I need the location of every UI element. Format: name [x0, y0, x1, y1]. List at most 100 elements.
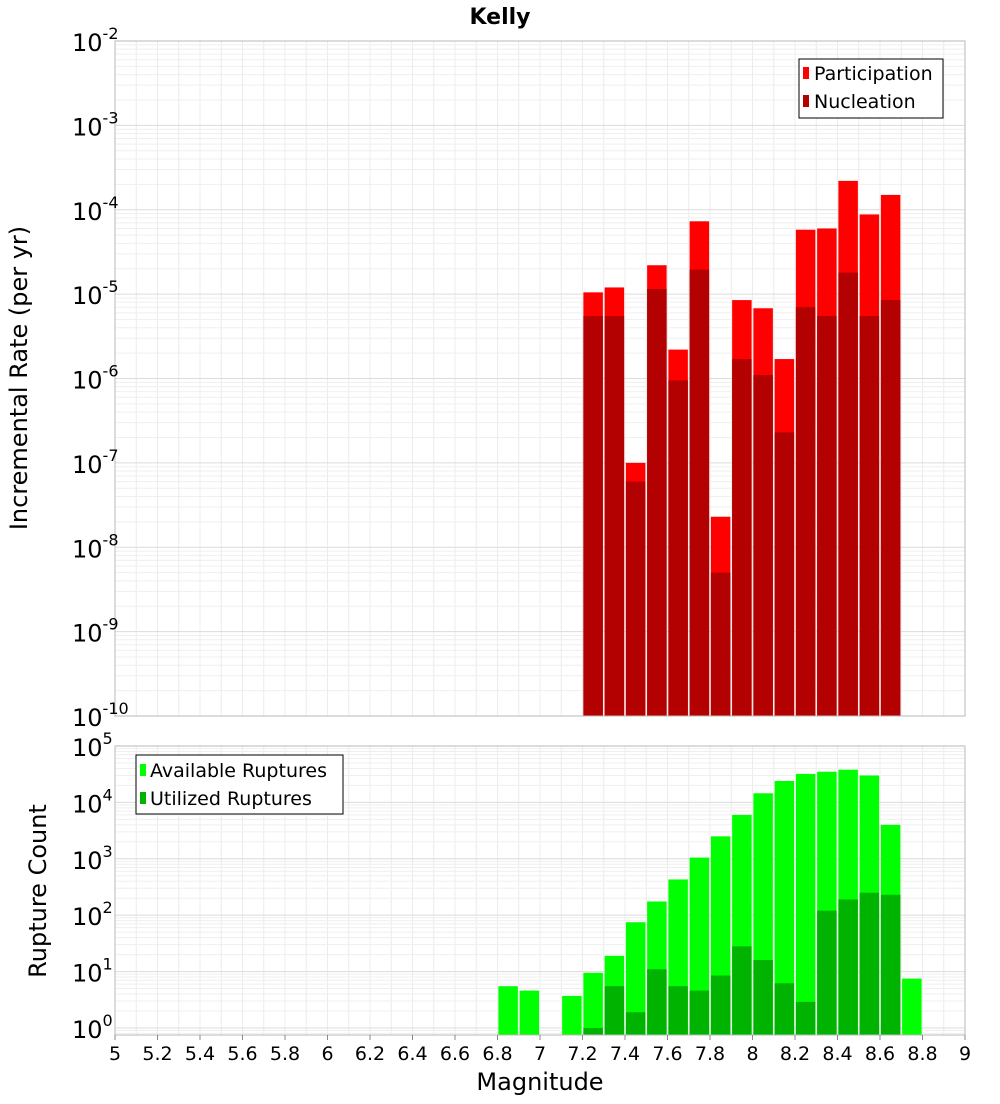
- y-tick-label: 10-7: [72, 446, 119, 479]
- bar-nucleation: [732, 359, 752, 716]
- y-tick-label: 10-6: [72, 362, 119, 395]
- x-tick-label: 5: [109, 1043, 121, 1065]
- y-tick-label: 101: [72, 955, 113, 988]
- x-tick-label: 8.6: [865, 1043, 895, 1065]
- bar-available-ruptures: [625, 922, 646, 1035]
- y-tick-label: 103: [72, 842, 113, 875]
- top-y-ticks: 10-10 10-9 10-8 10-7 10-6 10-5 10-4 10-3 10-2: [72, 24, 129, 732]
- bar-utilized-ruptures: [753, 960, 773, 1035]
- y-tick-label: 10-8: [72, 530, 119, 563]
- legend-swatch-utilized-ruptures: [140, 792, 146, 804]
- bar-nucleation: [647, 289, 667, 716]
- bar-nucleation: [668, 380, 688, 716]
- legend-swatch-nucleation: [803, 95, 809, 107]
- legend-label-nucleation: Nucleation: [814, 91, 916, 113]
- y-tick-label: 10-3: [72, 108, 119, 141]
- legend-swatch-participation: [803, 67, 809, 79]
- bar-utilized-ruptures: [838, 899, 858, 1035]
- chart-title: Kelly: [469, 5, 530, 30]
- bar-available-ruptures: [583, 972, 603, 1035]
- bar-utilized-ruptures: [604, 986, 625, 1035]
- x-ticks: 5 5.2 5.4 5.6 5.8 6 6.2 6.4 6.6 6.8 7 7.2 7.4 7.6 7.8 8…: [109, 1035, 971, 1065]
- top-legend-box: [798, 58, 944, 119]
- legend-label-utilized-ruptures: Utilized Ruptures: [150, 788, 312, 810]
- bar-nucleation: [710, 572, 731, 716]
- x-tick-label: 9: [959, 1043, 971, 1065]
- top-plot-border: [114, 40, 966, 717]
- bar-available-ruptures: [562, 995, 582, 1035]
- legend-swatch-available-ruptures: [140, 764, 146, 776]
- bottom-legend-box: [135, 754, 344, 815]
- bar-nucleation: [604, 316, 625, 716]
- bar-available-ruptures: [902, 978, 922, 1035]
- bottom-bars: [498, 769, 922, 1035]
- bar-utilized-ruptures: [710, 975, 731, 1035]
- x-tick-label: 8.8: [907, 1043, 937, 1065]
- bar-utilized-ruptures: [880, 894, 901, 1035]
- x-tick-label: 8.2: [780, 1043, 810, 1065]
- bottom-panel: 100 101 102 103 104 105 5 5.2 5.4 5.6 5.8 6 6.2 6.4 6…: [24, 729, 971, 1096]
- x-tick-label: 6: [321, 1043, 333, 1065]
- x-axis-label: Magnitude: [476, 1068, 603, 1096]
- bottom-legend: Available Ruptures Utilized Ruptures: [135, 754, 344, 815]
- x-tick-label: 5.6: [227, 1043, 257, 1065]
- y-tick-label: 10-5: [72, 277, 119, 310]
- x-tick-label: 6.8: [482, 1043, 512, 1065]
- bar-utilized-ruptures: [732, 946, 752, 1035]
- y-tick-label: 10-2: [72, 24, 119, 57]
- bar-available-ruptures: [774, 780, 795, 1035]
- bar-nucleation: [625, 481, 646, 716]
- bottom-y-ticks: 100 101 102 103 104 105: [72, 729, 113, 1044]
- bar-nucleation: [795, 307, 816, 716]
- top-y-axis-label: Incremental Rate (per yr): [5, 226, 33, 530]
- bar-nucleation: [880, 300, 901, 716]
- x-tick-label: 6.4: [397, 1043, 427, 1065]
- bar-utilized-ruptures: [647, 969, 667, 1035]
- legend-label-participation: Participation: [814, 63, 933, 85]
- x-tick-label: 7.4: [610, 1043, 640, 1065]
- top-grid: [114, 41, 966, 717]
- bar-nucleation: [774, 432, 795, 716]
- y-tick-label: 105: [72, 729, 113, 762]
- y-tick-label: 10-4: [72, 193, 119, 226]
- y-tick-label: 102: [72, 898, 113, 931]
- bar-utilized-ruptures: [774, 983, 795, 1035]
- x-tick-label: 7.8: [695, 1043, 725, 1065]
- y-tick-label: 10-9: [72, 615, 119, 648]
- bar-available-ruptures: [519, 990, 540, 1035]
- top-legend: Participation Nucleation: [798, 58, 944, 119]
- bar-utilized-ruptures: [583, 1027, 603, 1035]
- x-tick-label: 7.6: [652, 1043, 682, 1065]
- y-tick-label: 10-10: [72, 699, 129, 732]
- x-tick-label: 8.4: [822, 1043, 852, 1065]
- bar-available-ruptures: [795, 773, 816, 1035]
- bar-utilized-ruptures: [817, 910, 837, 1035]
- x-tick-label: 5.8: [270, 1043, 300, 1065]
- x-tick-label: 6.6: [440, 1043, 470, 1065]
- bar-nucleation: [859, 316, 880, 716]
- bar-nucleation: [838, 272, 858, 716]
- bar-nucleation: [817, 316, 837, 716]
- top-bars: [583, 180, 901, 717]
- bar-utilized-ruptures: [668, 986, 688, 1035]
- bar-utilized-ruptures: [689, 990, 710, 1035]
- bar-nucleation: [583, 316, 603, 716]
- bottom-grid: [114, 746, 966, 1035]
- y-tick-label: 104: [72, 785, 113, 818]
- x-tick-label: 5.2: [142, 1043, 172, 1065]
- x-tick-label: 8: [746, 1043, 758, 1065]
- bar-utilized-ruptures: [795, 1001, 816, 1035]
- top-panel: 10-10 10-9 10-8 10-7 10-6 10-5 10-4 10-3 10-2 In…: [5, 24, 966, 732]
- y-tick-label: 100: [72, 1011, 113, 1044]
- bar-nucleation: [689, 269, 710, 716]
- bottom-y-axis-label: Rupture Count: [24, 804, 52, 978]
- bar-utilized-ruptures: [859, 892, 880, 1035]
- bar-utilized-ruptures: [625, 1012, 646, 1035]
- x-tick-label: 6.2: [355, 1043, 385, 1065]
- legend-label-available-ruptures: Available Ruptures: [150, 760, 327, 782]
- x-tick-label: 5.4: [185, 1043, 215, 1065]
- x-tick-label: 7.2: [567, 1043, 597, 1065]
- x-tick-label: 7: [534, 1043, 546, 1065]
